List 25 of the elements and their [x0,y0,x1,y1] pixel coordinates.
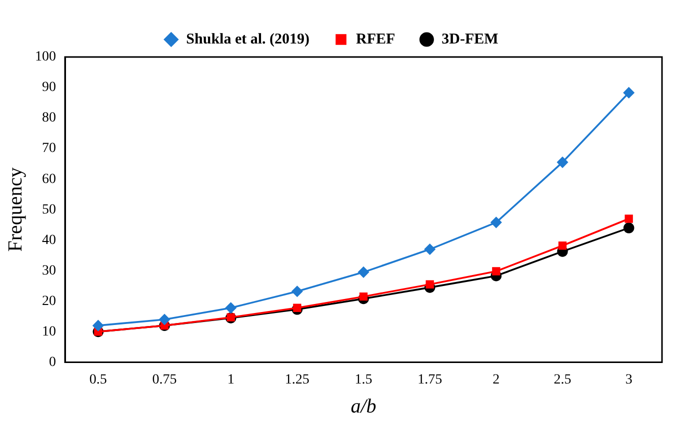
x-tick-label: 1.75 [418,372,442,388]
x-tick-label: 1.5 [354,372,372,388]
y-tick-label: 30 [42,263,56,278]
legend-label: RFEF [356,31,396,48]
y-tick-label: 10 [42,324,56,340]
y-tick-label: 90 [42,80,56,96]
y-tick-label: 80 [42,110,56,126]
y-tick-label: 40 [42,232,56,248]
x-tick-label: 3 [625,372,632,388]
x-tick-label: 0.75 [152,372,177,388]
y-tick-label: 20 [42,294,56,309]
y-tick-label: 70 [42,141,56,156]
legend-label: Shukla et al. (2019) [186,31,310,48]
x-axis-title: a/b [350,395,376,418]
legend-label: 3D-FEM [442,31,498,48]
y-tick-label: 100 [35,50,56,65]
x-tick-label: 2.5 [554,372,572,388]
x-tick-label: 1.25 [284,372,310,388]
y-tick-label: 0 [49,354,56,370]
x-tick-label: 1 [227,372,234,388]
y-tick-label: 50 [42,202,56,218]
x-tick-label: 2 [492,372,500,388]
y-tick-label: 60 [42,172,56,187]
x-tick-label: 0.5 [89,372,107,388]
y-axis-title: Frequency [4,167,26,252]
